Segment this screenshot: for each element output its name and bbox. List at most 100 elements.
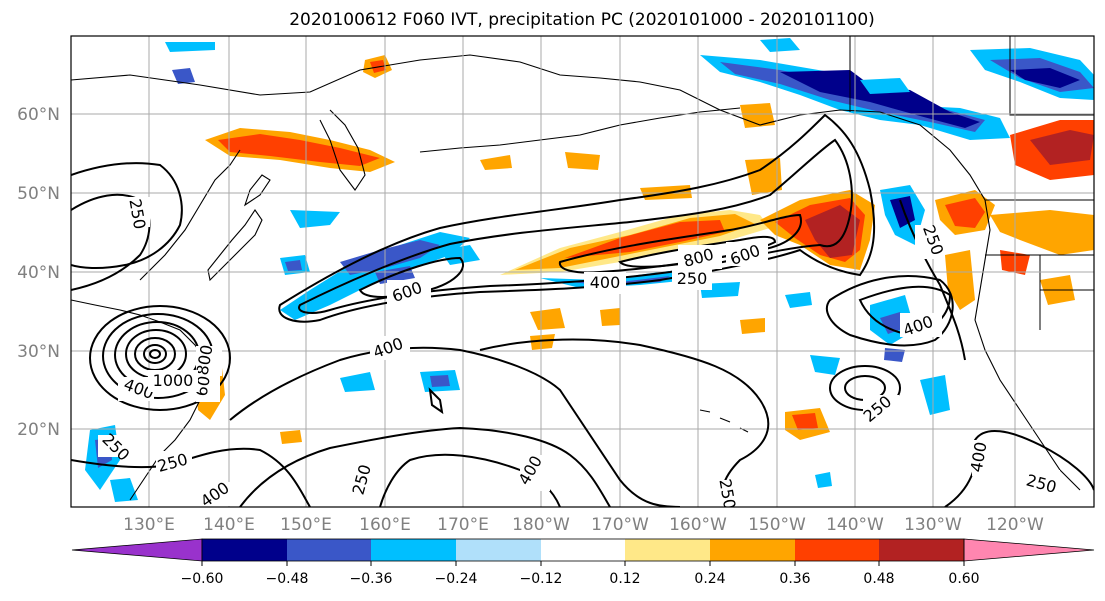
alaska-coastline (599, 77, 1081, 491)
precip-positive-region (600, 308, 620, 326)
contour-label: 250 (677, 269, 708, 288)
lon-label: 170°E (437, 515, 489, 535)
ivt-contour-line (479, 338, 770, 507)
precip-negative-region (810, 355, 840, 375)
precip-positive-region (745, 158, 782, 195)
lon-label: 170°W (591, 515, 649, 535)
colorbar-tick-label: 0.36 (779, 571, 810, 587)
contour-label-knockout (584, 272, 626, 294)
precip-positive-region (945, 250, 975, 310)
precip-negative-region (340, 240, 440, 275)
ivt-contour-line (143, 344, 167, 364)
precip-positive-region (565, 152, 600, 170)
precip-positive-region (805, 205, 860, 258)
precip-negative-region (920, 375, 950, 415)
ivt-contour-line (229, 346, 681, 507)
colorbar-segment (71, 538, 203, 562)
contour-label-knockout (915, 225, 941, 259)
precip-negative-region (1010, 68, 1080, 88)
precip-pc-fill (85, 38, 1094, 502)
contour-label-knockout (156, 451, 192, 473)
colorbar-segment (710, 539, 795, 561)
contour-label-knockout (520, 455, 550, 491)
precip-negative-region (285, 260, 302, 271)
contour-label-knockout (863, 395, 899, 421)
contour-label: 400 (590, 273, 621, 292)
ivt-contour-line (558, 213, 802, 274)
precip-negative-region (884, 348, 905, 362)
precip-positive-region (530, 334, 555, 350)
map-frame (70, 35, 1095, 508)
precip-positive-region (218, 134, 380, 166)
colorbar-tick-label: −0.24 (435, 571, 478, 587)
lon-label: 160°E (359, 515, 411, 535)
precip-negative-region (430, 375, 450, 387)
lon-label: 160°W (669, 515, 727, 535)
japan-coastline (207, 209, 263, 282)
contour-label-knockout (900, 313, 942, 337)
colorbar-segment (202, 539, 287, 561)
precip-positive-region (480, 155, 512, 170)
precip-positive-region (740, 103, 775, 128)
ivt-contour-line (239, 426, 611, 507)
contour-label: 250 (715, 477, 739, 510)
lon-label: 130°E (123, 515, 175, 535)
colorbar-segment (625, 539, 710, 561)
lon-label: 180°W (512, 515, 570, 535)
precip-negative-region (815, 472, 832, 488)
asia-coastline (139, 149, 241, 281)
contour-label-knockout (148, 370, 198, 392)
lon-label: 130°W (904, 515, 962, 535)
longitude-axis: 130°E 140°E 150°E 160°E 170°E 180°W 170°… (123, 515, 1044, 535)
precip-positive-region (945, 198, 985, 228)
precip-negative-region (785, 292, 812, 308)
colorbar-tick-label: −0.36 (350, 571, 393, 587)
ivt-contour-line (428, 387, 444, 415)
colorbar-tick-label: 0.60 (948, 571, 979, 587)
contour-label-knockout (726, 242, 768, 266)
contour-label-knockout (672, 268, 712, 290)
siberia-coastline (71, 54, 601, 96)
province-border (1009, 36, 1094, 116)
colorbar-segment (541, 539, 625, 561)
precip-negative-region (860, 78, 910, 94)
contour-label-knockout (352, 462, 380, 498)
colorbar-segment (963, 538, 1095, 562)
lat-label: 60°N (17, 105, 60, 125)
colorbar-segment (795, 539, 879, 561)
colorbar-frame (201, 538, 965, 562)
precip-positive-region (740, 318, 765, 334)
lon-label: 140°W (826, 515, 884, 535)
precip-positive-region (172, 68, 195, 84)
latitude-axis: 60°N 50°N 40°N 30°N 20°N (17, 105, 60, 440)
precip-positive-region (530, 308, 565, 330)
ivt-contour-line (89, 305, 231, 411)
colorbar-tick-label: −0.48 (266, 571, 309, 587)
ivt-contour-line (71, 193, 151, 291)
ivt-contour-line (899, 199, 966, 361)
ivt-contour-line (71, 162, 183, 269)
lon-label: 140°E (203, 515, 255, 535)
state-border (985, 254, 1094, 330)
ivt-contour-line (358, 256, 465, 298)
colorbar: −0.60 −0.48 −0.36 −0.24 −0.12 0.12 0.24 … (71, 538, 1095, 587)
gridlines (71, 36, 1094, 507)
ivt-contour-line (149, 349, 161, 359)
precip-negative-region (890, 196, 915, 228)
contour-label-knockout (1020, 470, 1060, 496)
ivt-contour-line (944, 429, 1094, 507)
figure-title: 2020100612 F060 IVT, precipitation PC (2… (289, 10, 875, 30)
colorbar-segment (456, 539, 541, 561)
precip-negative-region (880, 312, 905, 334)
lon-label: 150°E (280, 515, 332, 535)
colorbar-segment (879, 539, 964, 561)
lat-label: 50°N (17, 184, 60, 204)
ivt-contour-line (71, 447, 311, 507)
colorbar-tick-label: 0.48 (863, 571, 894, 587)
colorbar-tick-label: 0.24 (694, 571, 725, 587)
contour-label-knockout (200, 482, 236, 506)
precip-positive-region (1030, 130, 1094, 165)
map-panel: 250 250 250 250 250 250 250 400 400 400 … (71, 36, 1094, 510)
ivt-contour-line (298, 138, 853, 314)
precip-negative-region (110, 478, 138, 502)
